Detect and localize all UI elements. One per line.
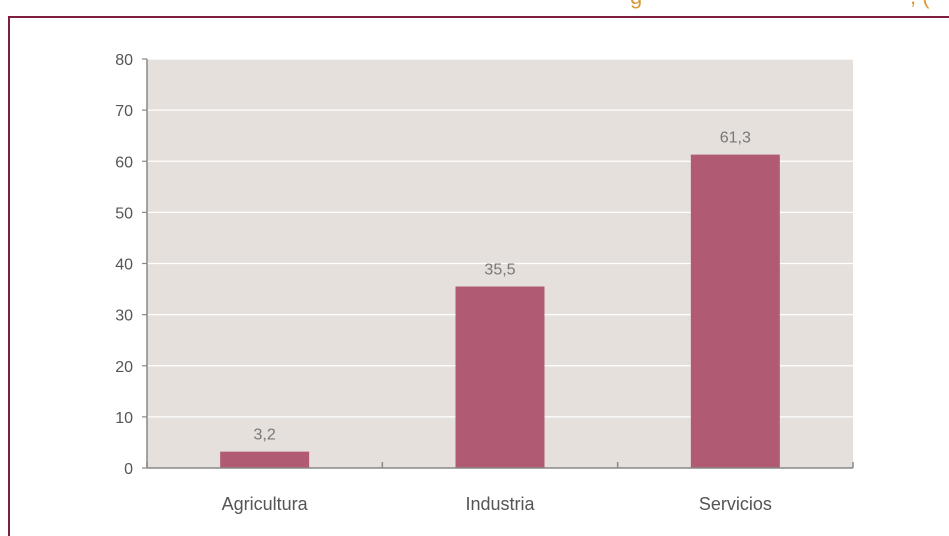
x-tick-label-industria: Industria [465,494,535,514]
bar-industria [455,286,545,468]
bar-agricultura [220,451,310,468]
bars [220,154,780,468]
y-tick-label: 30 [115,308,133,325]
value-label-servicios: 61,3 [720,130,751,147]
page-header: g , ( [540,0,949,14]
value-label-agricultura: 3,2 [254,427,276,444]
value-label-industria: 35,5 [484,262,515,279]
y-axis-ticks: 0 10 20 30 40 50 60 70 80 [115,52,147,478]
chart-frame [8,16,949,536]
bar-servicios [690,154,780,468]
value-labels: 3,2 35,5 61,3 [254,130,751,444]
y-tick-label: 20 [115,359,133,376]
y-tick-label: 50 [115,205,133,222]
x-tick-label-agricultura: Agricultura [222,494,309,514]
x-axis-labels: Agricultura Industria Servicios [222,494,772,514]
y-tick-label: 0 [124,461,133,478]
x-tick-label-servicios: Servicios [699,494,772,514]
y-tick-label: 80 [115,52,133,69]
y-tick-label: 40 [115,257,133,274]
y-tick-label: 70 [115,103,133,120]
y-tick-label: 10 [115,410,133,427]
y-tick-label: 60 [115,154,133,171]
header-title-fragment-right: , ( [910,0,930,8]
header-title-fragment: g [630,0,642,8]
